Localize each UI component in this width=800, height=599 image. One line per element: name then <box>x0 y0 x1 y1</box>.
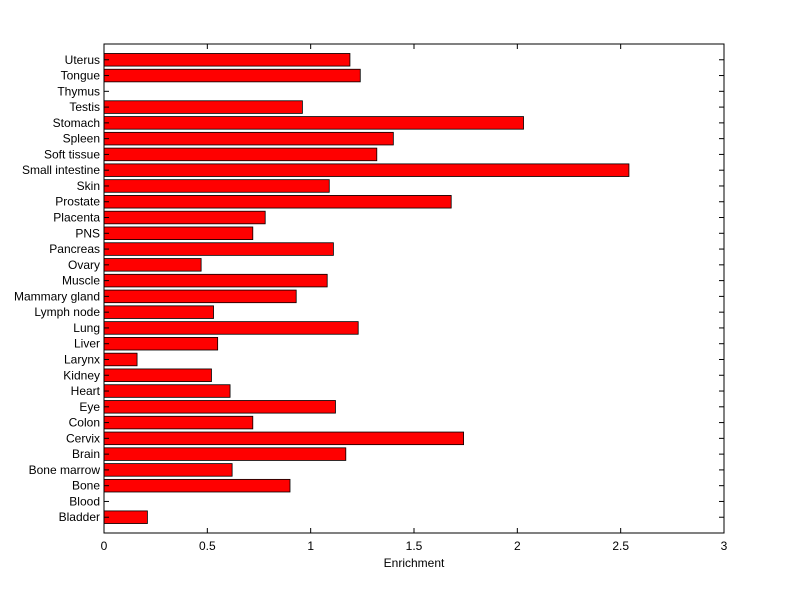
bar-placenta <box>103 210 266 225</box>
bar-colon <box>103 415 254 430</box>
x-tick-label: 0 <box>101 539 108 553</box>
bar-ovary <box>103 258 202 272</box>
bar-small-intestine <box>103 163 630 177</box>
bar-bone <box>103 478 291 493</box>
bar-muscle <box>103 273 328 288</box>
y-tick-label: Heart <box>71 384 101 398</box>
x-tick-label: 2 <box>514 539 521 553</box>
x-tick-label: 2.5 <box>612 539 629 553</box>
y-tick-label: Skin <box>77 179 100 193</box>
y-tick-label: Cervix <box>66 431 100 445</box>
y-tick-label: Uterus <box>65 53 100 67</box>
x-tick-label: 3 <box>721 539 728 553</box>
y-tick-label: Spleen <box>63 132 100 146</box>
bar-prostate <box>103 195 452 209</box>
bar-skin <box>103 179 330 193</box>
x-tick-labels: 0 0.5 1 1.5 2 2.5 3 <box>101 539 728 553</box>
bar-brain <box>103 447 347 461</box>
y-tick-label: Prostate <box>55 195 100 209</box>
bar-spleen <box>103 131 394 146</box>
y-tick-label: Ovary <box>68 258 100 272</box>
x-tick-label: 0.5 <box>199 539 216 553</box>
bar-uterus <box>103 53 351 67</box>
x-axis-label: Enrichment <box>384 556 445 570</box>
y-tick-label: Bone <box>72 479 100 493</box>
bar-pancreas <box>103 242 334 256</box>
bar-bone-marrow <box>103 463 233 477</box>
bar-soft-tissue <box>103 147 378 162</box>
bar-heart <box>103 384 231 398</box>
bar-mammary-gland <box>103 289 297 304</box>
x-tick-label: 1.5 <box>406 539 423 553</box>
bar-pns <box>103 226 254 241</box>
y-tick-label: Tongue <box>61 69 101 83</box>
bar-tongue <box>103 68 361 83</box>
y-tick-label: Larynx <box>64 352 100 366</box>
bar-eye <box>103 400 336 414</box>
bar-testis <box>103 100 303 114</box>
y-tick-label: Placenta <box>53 211 100 225</box>
y-tick-label: Blood <box>69 494 100 508</box>
bar-bladder <box>103 510 148 524</box>
bar-stomach <box>103 116 524 130</box>
x-tick-label: 1 <box>307 539 314 553</box>
y-tick-label: Brain <box>72 447 100 461</box>
bars-group <box>103 53 630 524</box>
y-tick-label: Liver <box>74 337 100 351</box>
y-tick-label: Bladder <box>59 510 100 524</box>
bar-kidney <box>103 368 212 382</box>
y-tick-label: Bone marrow <box>29 463 101 477</box>
tick-marks <box>103 44 725 533</box>
y-tick-label: Lymph node <box>34 305 100 319</box>
y-tick-label: Small intestine <box>22 163 100 177</box>
y-tick-label: Mammary gland <box>14 289 100 303</box>
y-tick-label: Stomach <box>53 116 100 130</box>
bar-cervix <box>103 431 465 446</box>
bar-lung <box>103 321 359 335</box>
y-tick-label: Muscle <box>62 274 100 288</box>
y-tick-label: Eye <box>79 400 100 414</box>
y-tick-label: Colon <box>69 416 100 430</box>
y-tick-label: PNS <box>75 226 100 240</box>
y-tick-label: Kidney <box>63 368 100 382</box>
bar-liver <box>103 336 219 351</box>
y-tick-label: Pancreas <box>49 242 100 256</box>
y-tick-label: Soft tissue <box>44 147 100 161</box>
y-tick-label: Lung <box>73 321 100 335</box>
bar-lymph-node <box>103 305 214 319</box>
y-tick-label: Testis <box>69 100 100 114</box>
y-tick-label: Thymus <box>57 84 100 98</box>
